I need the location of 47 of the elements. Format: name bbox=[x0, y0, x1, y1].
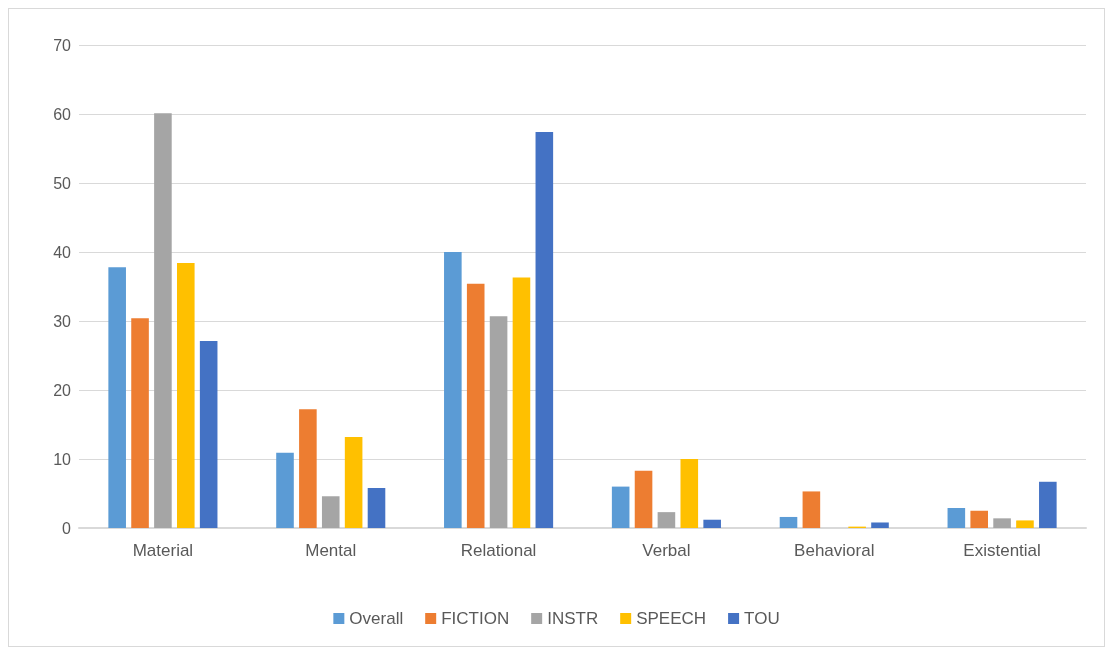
y-tick-label: 20 bbox=[53, 381, 72, 399]
bar bbox=[512, 277, 531, 528]
bar bbox=[131, 318, 149, 528]
bar bbox=[176, 263, 195, 528]
x-tick-label: Material bbox=[132, 541, 194, 560]
legend-label: SPEECH bbox=[636, 609, 707, 628]
bar bbox=[947, 507, 966, 528]
bar bbox=[657, 512, 676, 528]
legend-label: TOU bbox=[744, 609, 780, 628]
bar bbox=[344, 436, 363, 528]
x-tick-label: Existential bbox=[963, 541, 1041, 560]
bar bbox=[1016, 520, 1034, 528]
y-tick-label: 30 bbox=[53, 312, 72, 330]
bar bbox=[1039, 481, 1057, 528]
bar bbox=[299, 409, 317, 528]
bar bbox=[154, 113, 172, 528]
bar bbox=[535, 131, 554, 528]
y-tick-label: 60 bbox=[53, 105, 72, 123]
y-tick-label: 40 bbox=[53, 243, 72, 261]
bar bbox=[108, 267, 126, 528]
x-tick-label: Behavioral bbox=[794, 541, 875, 560]
bar bbox=[611, 486, 630, 528]
bar bbox=[970, 510, 989, 528]
bar bbox=[779, 516, 798, 528]
y-tick-label: 0 bbox=[62, 519, 72, 537]
bar bbox=[634, 470, 653, 528]
legend-label: FICTION bbox=[441, 609, 510, 628]
bar bbox=[871, 522, 889, 528]
y-tick-label: 10 bbox=[53, 450, 72, 468]
y-tick-label: 50 bbox=[53, 174, 72, 192]
bar bbox=[276, 452, 294, 528]
bar bbox=[367, 487, 386, 528]
bar bbox=[680, 459, 699, 528]
legend-label: Overall bbox=[349, 609, 404, 628]
legend-label: INSTR bbox=[547, 609, 599, 628]
x-tick-label: Verbal bbox=[642, 541, 691, 560]
bar bbox=[444, 252, 462, 528]
bar bbox=[703, 519, 721, 528]
bar bbox=[993, 518, 1011, 528]
bar bbox=[199, 341, 218, 528]
bar bbox=[466, 283, 485, 528]
bar bbox=[802, 491, 821, 528]
x-tick-label: Relational bbox=[460, 541, 537, 560]
y-tick-label: 70 bbox=[53, 36, 72, 54]
bar bbox=[321, 496, 340, 528]
bar bbox=[489, 316, 508, 528]
x-tick-label: Mental bbox=[305, 541, 357, 560]
